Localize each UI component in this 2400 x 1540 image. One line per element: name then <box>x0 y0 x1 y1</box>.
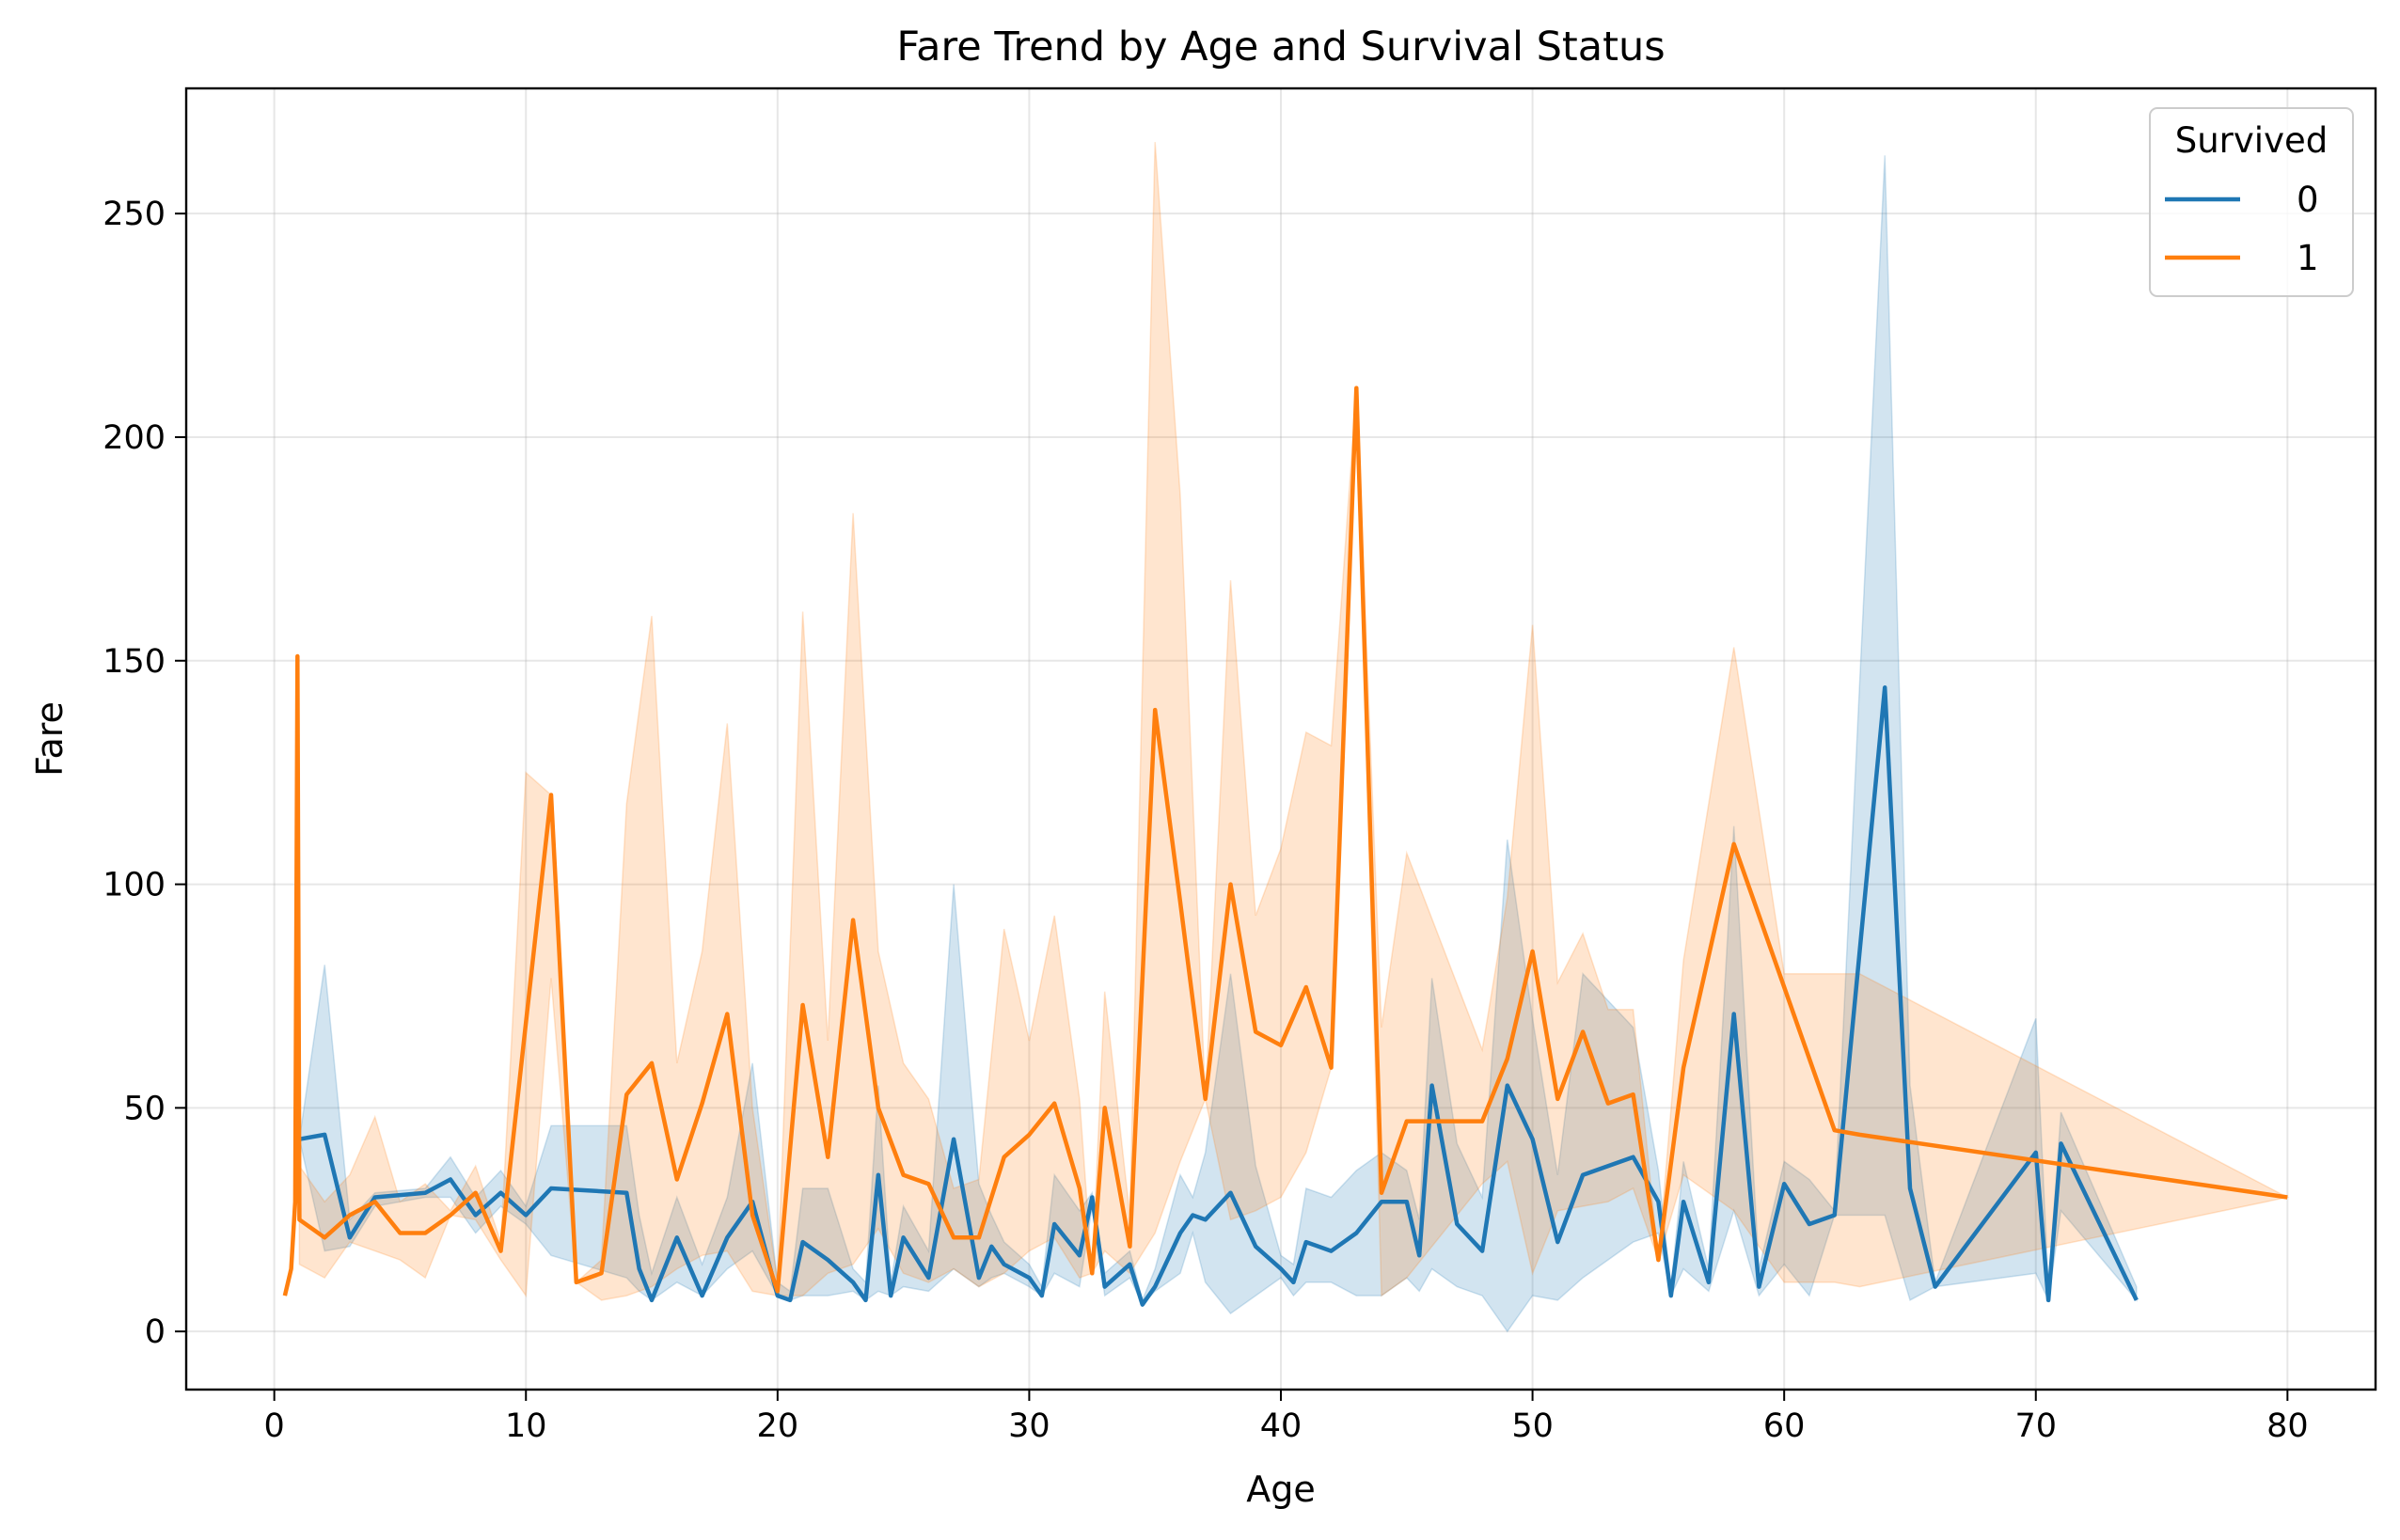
y-tick-label: 0 <box>145 1313 166 1351</box>
x-tick-label: 50 <box>1511 1407 1554 1445</box>
x-tick-label: 70 <box>2014 1407 2057 1445</box>
x-tick-label: 40 <box>1260 1407 1303 1445</box>
x-tick-label: 80 <box>2266 1407 2309 1445</box>
y-tick-label: 200 <box>103 419 166 457</box>
x-axis-ticks: 0 10 20 30 40 50 60 70 80 <box>264 1390 2309 1445</box>
y-tick-label: 100 <box>103 867 166 904</box>
x-tick-label: 20 <box>757 1407 799 1445</box>
legend-label-1: 1 <box>2297 238 2319 278</box>
x-tick-label: 30 <box>1008 1407 1050 1445</box>
grid <box>186 88 2376 1390</box>
y-axis-label: Fare <box>29 701 71 777</box>
y-tick-label: 50 <box>123 1090 166 1127</box>
line-series-1 <box>282 385 2288 1296</box>
y-tick-label: 150 <box>103 643 166 681</box>
x-tick-label: 60 <box>1763 1407 1806 1445</box>
series-lines <box>282 385 2288 1307</box>
y-axis-ticks: 0 50 100 150 200 250 <box>103 196 186 1351</box>
line-series-0 <box>299 685 2139 1307</box>
y-tick-label: 250 <box>103 196 166 233</box>
legend-title: Survived <box>2175 120 2328 161</box>
x-tick-label: 0 <box>264 1407 285 1445</box>
legend-frame <box>2149 107 2354 297</box>
x-axis-label: Age <box>1246 1469 1316 1510</box>
legend: Survived 0 1 <box>2149 107 2354 297</box>
legend-label-0: 0 <box>2297 180 2319 220</box>
chart-title: Fare Trend by Age and Survival Status <box>896 24 1665 71</box>
x-tick-label: 10 <box>505 1407 547 1445</box>
